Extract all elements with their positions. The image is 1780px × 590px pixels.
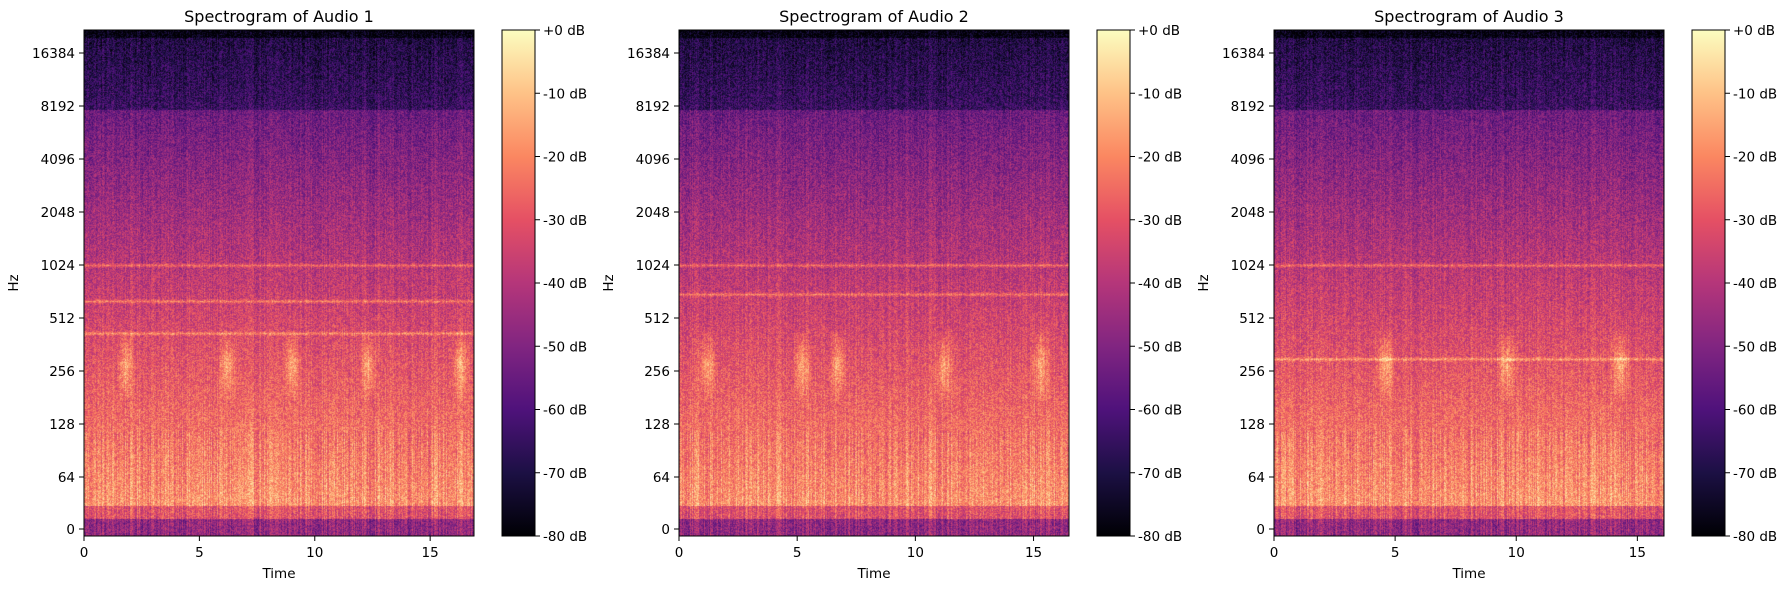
colorbar: [1097, 30, 1130, 536]
colorbar-tick-label: -80 dB: [1138, 529, 1182, 545]
y-tick-label: 512: [49, 311, 75, 327]
chart-title: Spectrogram of Audio 3: [1374, 7, 1564, 26]
y-tick-label: 8192: [636, 99, 670, 115]
x-tick-label: 10: [306, 545, 323, 561]
y-tick-label: 1024: [41, 258, 75, 274]
colorbar-tick-label: -40 dB: [543, 276, 587, 292]
colorbar: [502, 30, 535, 536]
colorbar-tick-label: -80 dB: [543, 529, 587, 545]
colorbar-tick-label: -60 dB: [1138, 403, 1182, 419]
y-tick-label: 256: [644, 364, 670, 380]
y-tick-label: 0: [661, 522, 670, 538]
chart-title: Spectrogram of Audio 2: [779, 7, 969, 26]
x-axis-label: Time: [856, 566, 890, 582]
colorbar-tick-label: -40 dB: [1733, 276, 1777, 292]
y-tick-label: 16384: [627, 46, 670, 62]
colorbar-tick-label: -20 dB: [1733, 150, 1777, 166]
colorbar-tick-label: -20 dB: [1138, 150, 1182, 166]
colorbar-tick-label: -60 dB: [543, 403, 587, 419]
spectrogram-panel-3: Spectrogram of Audio 3 0 5 10 15 Time 0 64 128 25…: [1196, 7, 1777, 582]
y-tick-label: 4096: [41, 152, 75, 168]
y-axis-label: Hz: [601, 274, 617, 291]
x-tick-label: 5: [1391, 545, 1400, 561]
y-tick-label: 128: [49, 417, 75, 433]
y-tick-label: 1024: [636, 258, 670, 274]
spectrogram-heatmap: [84, 30, 474, 536]
y-tick-label: 0: [66, 522, 75, 538]
y-axis-label: Hz: [1196, 274, 1212, 291]
x-tick-label: 5: [195, 545, 204, 561]
y-tick-label: 128: [1239, 417, 1265, 433]
colorbar-tick-label: -20 dB: [543, 150, 587, 166]
x-axis-label: Time: [261, 566, 295, 582]
colorbar-tick-label: -40 dB: [1138, 276, 1182, 292]
colorbar-tick-label: -10 dB: [543, 86, 587, 102]
x-tick-label: 0: [675, 545, 684, 561]
spectrogram-heatmap: [1274, 30, 1664, 536]
y-tick-label: 1024: [1231, 258, 1265, 274]
x-tick-label: 15: [422, 545, 439, 561]
colorbar-tick-label: -70 dB: [543, 466, 587, 482]
y-tick-label: 4096: [636, 152, 670, 168]
y-tick-label: 256: [49, 364, 75, 380]
plot-frame: [83, 29, 475, 537]
y-tick-label: 16384: [1222, 46, 1265, 62]
colorbar-tick-label: -50 dB: [1138, 339, 1182, 355]
colorbar-tick-label: -30 dB: [1138, 213, 1182, 229]
y-tick-label: 64: [653, 470, 670, 486]
y-tick-label: 128: [644, 417, 670, 433]
y-tick-label: 8192: [1231, 99, 1265, 115]
y-tick-label: 2048: [636, 205, 670, 221]
y-tick-label: 0: [1256, 522, 1265, 538]
plot-frame: [678, 29, 1070, 537]
colorbar-tick-label: -10 dB: [1733, 86, 1777, 102]
y-tick-label: 4096: [1231, 152, 1265, 168]
x-tick-label: 10: [1508, 545, 1525, 561]
y-tick-label: 64: [58, 470, 75, 486]
colorbar-tick-label: -50 dB: [543, 339, 587, 355]
colorbar-tick-label: +0 dB: [1733, 23, 1775, 39]
y-tick-label: 8192: [41, 99, 75, 115]
colorbar-tick-label: +0 dB: [1138, 23, 1180, 39]
colorbar-tick-label: -50 dB: [1733, 339, 1777, 355]
colorbar-tick-label: +0 dB: [543, 23, 585, 39]
colorbar-tick-label: -70 dB: [1138, 466, 1182, 482]
y-tick-label: 16384: [32, 46, 75, 62]
chart-title: Spectrogram of Audio 1: [184, 7, 374, 26]
x-tick-label: 10: [907, 545, 924, 561]
colorbar-tick-label: -30 dB: [543, 213, 587, 229]
y-tick-label: 2048: [41, 205, 75, 221]
x-tick-label: 15: [1629, 545, 1646, 561]
spectrogram-heatmap: [679, 30, 1069, 536]
spectrogram-panel-1: Spectrogram of Audio 1 0 5 10 15 Time 0 64 128 25…: [6, 7, 587, 582]
colorbar-tick-label: -30 dB: [1733, 213, 1777, 229]
colorbar-tick-label: -10 dB: [1138, 86, 1182, 102]
x-tick-label: 5: [793, 545, 802, 561]
x-tick-label: 0: [80, 545, 89, 561]
plot-frame: [1273, 29, 1665, 537]
y-tick-label: 256: [1239, 364, 1265, 380]
colorbar-tick-label: -70 dB: [1733, 466, 1777, 482]
y-tick-label: 512: [644, 311, 670, 327]
y-tick-label: 512: [1239, 311, 1265, 327]
x-axis-label: Time: [1451, 566, 1485, 582]
y-tick-label: 64: [1248, 470, 1265, 486]
spectrogram-panel-2: Spectrogram of Audio 2 0 5 10 15 Time 0 64 128 25…: [601, 7, 1182, 582]
colorbar: [1692, 30, 1725, 536]
y-axis-label: Hz: [6, 274, 22, 291]
colorbar-tick-label: -80 dB: [1733, 529, 1777, 545]
x-tick-label: 15: [1025, 545, 1042, 561]
y-tick-label: 2048: [1231, 205, 1265, 221]
x-tick-label: 0: [1270, 545, 1279, 561]
colorbar-tick-label: -60 dB: [1733, 403, 1777, 419]
